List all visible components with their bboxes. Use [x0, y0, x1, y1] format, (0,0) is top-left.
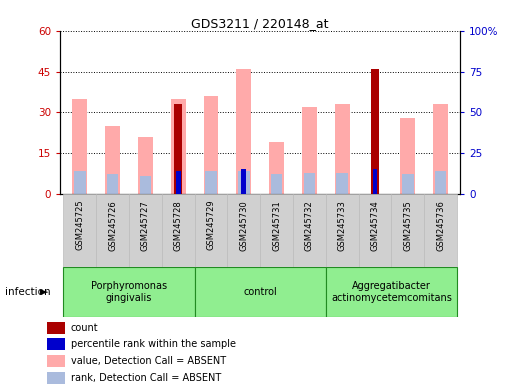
Bar — [176, 171, 180, 194]
Bar — [269, 142, 284, 194]
Text: GSM245725: GSM245725 — [75, 200, 84, 250]
Bar — [293, 194, 326, 267]
Bar — [105, 126, 120, 194]
Bar — [335, 104, 349, 194]
Bar — [140, 176, 151, 194]
Bar — [74, 171, 86, 194]
Text: GSM245729: GSM245729 — [207, 200, 215, 250]
Bar — [304, 173, 315, 194]
Text: GSM245735: GSM245735 — [403, 200, 412, 250]
Bar — [433, 104, 448, 194]
Bar — [138, 137, 153, 194]
Bar — [359, 194, 391, 267]
Text: GSM245730: GSM245730 — [240, 200, 248, 250]
Text: Aggregatibacter
actinomycetemcomitans: Aggregatibacter actinomycetemcomitans — [331, 281, 452, 303]
Bar — [73, 99, 87, 194]
Bar — [401, 118, 415, 194]
Bar — [107, 174, 118, 194]
Bar — [371, 69, 379, 194]
Bar — [162, 194, 195, 267]
Bar — [195, 267, 326, 317]
Title: GDS3211 / 220148_at: GDS3211 / 220148_at — [191, 17, 329, 30]
Text: infection: infection — [5, 287, 51, 297]
Bar — [203, 96, 219, 194]
Bar — [174, 104, 183, 194]
Bar — [195, 194, 228, 267]
Text: GSM245732: GSM245732 — [305, 200, 314, 250]
Bar — [372, 169, 378, 194]
Bar — [241, 169, 246, 194]
Bar — [302, 107, 317, 194]
Text: rank, Detection Call = ABSENT: rank, Detection Call = ABSENT — [71, 373, 221, 383]
Bar — [228, 194, 260, 267]
Bar — [424, 194, 457, 267]
Bar — [63, 267, 195, 317]
Bar — [47, 372, 65, 384]
Text: value, Detection Call = ABSENT: value, Detection Call = ABSENT — [71, 356, 226, 366]
Bar — [260, 194, 293, 267]
Bar — [435, 171, 446, 194]
Bar — [47, 321, 65, 334]
Text: control: control — [243, 287, 277, 297]
Text: ►: ► — [40, 287, 49, 297]
Bar — [271, 174, 282, 194]
Bar — [96, 194, 129, 267]
Text: GSM245727: GSM245727 — [141, 200, 150, 250]
Bar — [63, 194, 96, 267]
Text: GSM245736: GSM245736 — [436, 200, 445, 251]
Bar — [336, 173, 348, 194]
Text: percentile rank within the sample: percentile rank within the sample — [71, 339, 235, 349]
Bar — [129, 194, 162, 267]
Text: GSM245731: GSM245731 — [272, 200, 281, 250]
Bar — [205, 171, 217, 194]
Bar — [238, 171, 249, 194]
Bar — [326, 267, 457, 317]
Bar — [47, 355, 65, 367]
Text: GSM245733: GSM245733 — [338, 200, 347, 251]
Bar — [47, 338, 65, 351]
Text: Porphyromonas
gingivalis: Porphyromonas gingivalis — [91, 281, 167, 303]
Text: GSM245728: GSM245728 — [174, 200, 183, 250]
Bar — [402, 174, 414, 194]
Text: GSM245734: GSM245734 — [370, 200, 380, 250]
Text: count: count — [71, 323, 98, 333]
Bar — [391, 194, 424, 267]
Text: GSM245726: GSM245726 — [108, 200, 117, 250]
Bar — [326, 194, 359, 267]
Bar — [171, 99, 186, 194]
Bar — [236, 69, 251, 194]
